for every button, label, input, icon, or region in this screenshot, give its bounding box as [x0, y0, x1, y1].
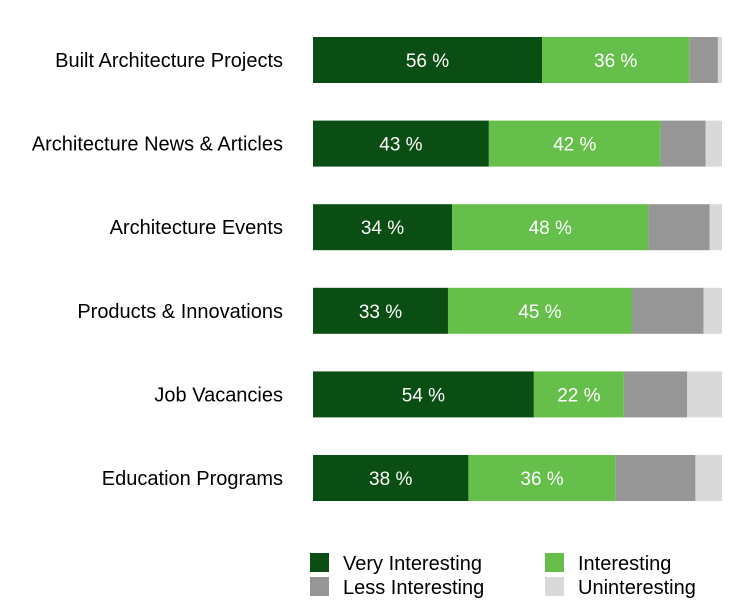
bar-less-interesting-products-innovations: [632, 287, 704, 334]
bar-less-interesting-architecture-news-articles: [660, 120, 706, 167]
bar-uninteresting-architecture-events: [709, 204, 722, 251]
bar-uninteresting-built-architecture-projects: [717, 37, 722, 83]
legend-swatch-uninteresting: [545, 577, 564, 596]
bar-very-interesting-job-vacancies: [313, 371, 534, 418]
bar-interesting-products-innovations: [447, 287, 633, 334]
bar-very-interesting-architecture-news-articles: [313, 120, 489, 167]
bar-uninteresting-education-programs: [695, 455, 722, 501]
category-label-architecture-news-articles: Architecture News & Articles: [32, 134, 283, 156]
legend-swatch-interesting: [545, 553, 564, 572]
legend-label-interesting: Interesting: [578, 553, 671, 575]
data-label-very-interesting-built-architecture-projects: 56 %: [406, 51, 449, 72]
bar-uninteresting-job-vacancies: [687, 371, 722, 418]
bar-less-interesting-education-programs: [615, 455, 696, 501]
data-label-very-interesting-architecture-news-articles: 43 %: [379, 135, 422, 156]
data-label-very-interesting-products-innovations: 33 %: [359, 302, 402, 323]
bar-less-interesting-built-architecture-projects: [689, 37, 718, 83]
bar-very-interesting-education-programs: [313, 455, 469, 501]
bar-interesting-education-programs: [468, 455, 616, 501]
category-label-education-programs: Education Programs: [102, 468, 283, 490]
data-label-interesting-built-architecture-projects: 36 %: [594, 51, 637, 72]
data-label-interesting-architecture-events: 48 %: [529, 218, 572, 239]
data-label-very-interesting-job-vacancies: 54 %: [402, 385, 445, 406]
data-label-very-interesting-education-programs: 38 %: [369, 469, 412, 490]
legend-label-uninteresting: Uninteresting: [578, 577, 696, 599]
bar-interesting-architecture-news-articles: [488, 120, 661, 167]
data-label-interesting-job-vacancies: 22 %: [557, 385, 600, 406]
legend-swatch-less-interesting: [310, 577, 329, 596]
legend-label-very-interesting: Very Interesting: [343, 553, 482, 575]
bar-less-interesting-job-vacancies: [623, 371, 688, 418]
bar-less-interesting-architecture-events: [648, 204, 710, 251]
bar-uninteresting-architecture-news-articles: [705, 120, 722, 167]
bar-interesting-built-architecture-projects: [542, 37, 690, 83]
bar-interesting-job-vacancies: [533, 371, 624, 418]
category-label-built-architecture-projects: Built Architecture Projects: [55, 50, 283, 72]
category-label-job-vacancies: Job Vacancies: [154, 384, 283, 406]
data-label-interesting-education-programs: 36 %: [520, 469, 563, 490]
legend: Very Interesting Interesting Less Interest…: [310, 553, 696, 599]
legend-swatch-very-interesting: [310, 553, 329, 572]
bar-very-interesting-architecture-events: [313, 204, 453, 251]
bar-uninteresting-products-innovations: [703, 287, 722, 334]
category-label-architecture-events: Architecture Events: [110, 217, 283, 239]
data-label-interesting-architecture-news-articles: 42 %: [553, 135, 596, 156]
category-labels: Built Architecture Projects Architecture …: [32, 50, 283, 490]
bar-interesting-architecture-events: [452, 204, 649, 251]
data-label-very-interesting-architecture-events: 34 %: [361, 218, 404, 239]
legend-label-less-interesting: Less Interesting: [343, 577, 484, 599]
data-label-interesting-products-innovations: 45 %: [518, 302, 561, 323]
category-label-products-innovations: Products & Innovations: [77, 301, 283, 323]
bar-very-interesting-built-architecture-projects: [313, 37, 543, 83]
bars: 56 % 36 % 43 % 42 % 34 % 48 % 33 % 45 % 54 % 22 %…: [313, 37, 722, 501]
bar-very-interesting-products-innovations: [313, 287, 448, 334]
